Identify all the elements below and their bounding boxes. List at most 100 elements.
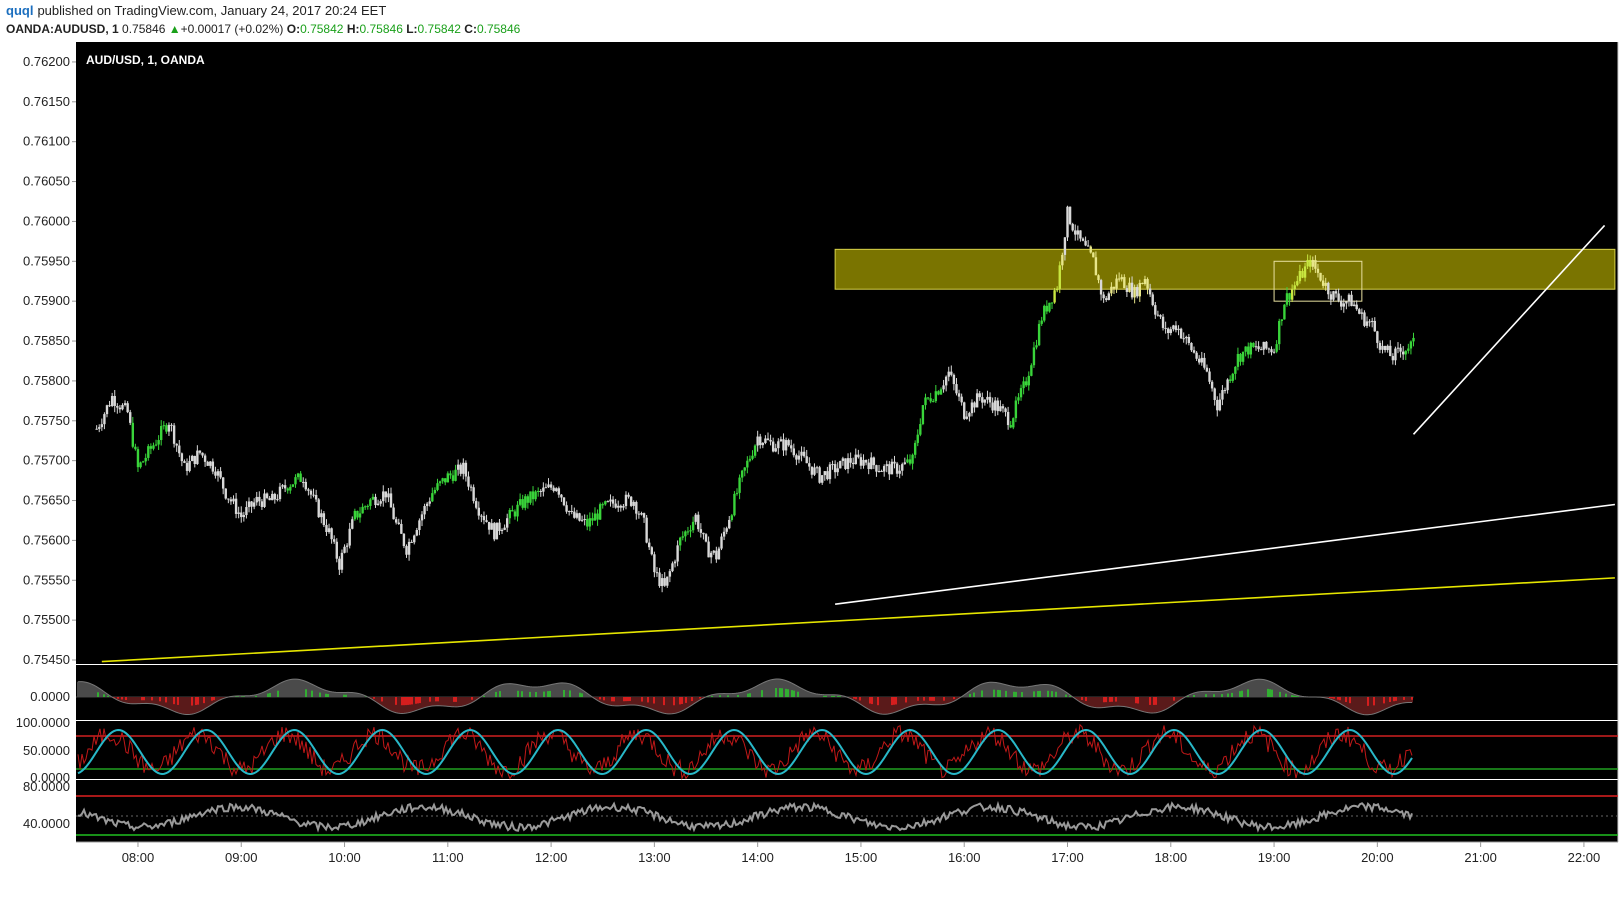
candle-body [407, 541, 411, 555]
candle-body [645, 517, 648, 543]
y-tick-label: 0.75950 [23, 253, 70, 268]
candle-body [1301, 270, 1304, 278]
candle-body [361, 506, 364, 514]
author-link[interactable]: quql [6, 3, 34, 18]
x-tick-label: 08:00 [122, 850, 155, 865]
candle-body [1309, 259, 1312, 267]
candle-body [913, 442, 917, 455]
candle-body [549, 484, 553, 488]
candle-body [149, 446, 153, 449]
candle-body [1006, 411, 1010, 426]
candle-body [1226, 379, 1229, 391]
rsi-pane[interactable] [76, 780, 1618, 842]
candle-body [255, 496, 258, 503]
candle-body [170, 424, 173, 426]
candle-body [302, 481, 305, 483]
candle-body [513, 511, 517, 517]
candle-body [1136, 287, 1139, 297]
y-tick-label: 0.76200 [23, 54, 70, 69]
close-value: 0.75846 [476, 22, 521, 36]
candle-body [196, 450, 199, 464]
candle-body [1032, 347, 1036, 366]
candle-body [973, 402, 976, 408]
candle-body [144, 457, 147, 462]
candle-body [648, 542, 651, 548]
candle-body [209, 461, 212, 466]
candle-body [511, 510, 514, 512]
candle-body [598, 504, 602, 520]
candle-body [1169, 329, 1172, 334]
candle-body [957, 393, 961, 397]
candle-body [1319, 272, 1322, 281]
candle-body [903, 462, 907, 465]
x-tick-label: 12:00 [535, 850, 568, 865]
candle-body [751, 455, 754, 459]
chart-title: AUD/USD, 1, OANDA [86, 53, 205, 67]
candle-body [1280, 319, 1284, 321]
y-tick-label: 0.75900 [23, 293, 70, 308]
candle-body [405, 546, 408, 555]
candle-body [632, 501, 635, 506]
y-tick-label: 0.76000 [23, 213, 70, 228]
candle-body [273, 493, 277, 500]
candle-body [673, 561, 677, 564]
candle-body [790, 445, 793, 449]
rsi-line [77, 800, 1413, 833]
candle-body [864, 459, 868, 463]
candle-body [464, 462, 468, 477]
candle-body [1213, 388, 1216, 400]
candle-body [1236, 353, 1240, 367]
y-tick-label: 0.75800 [23, 373, 70, 388]
candle-body [983, 399, 987, 403]
candle-body [1347, 294, 1351, 302]
candle-body [622, 505, 625, 508]
candle-body [180, 453, 184, 462]
candle-body [562, 497, 566, 506]
price-chart[interactable]: 0.76200 0.76150 0.76100 0.76050 0.76000 0.759… [0, 42, 1623, 902]
candle-body [529, 491, 532, 503]
candle-body [141, 461, 145, 463]
candle-body [1262, 341, 1265, 350]
candle-body [441, 478, 444, 482]
main-pane[interactable] [76, 42, 1618, 664]
candle-body [224, 488, 227, 499]
candle-body [810, 466, 814, 475]
candle-body [410, 541, 413, 543]
candle-body [129, 412, 132, 423]
low-value: 0.75842 [417, 22, 461, 36]
candle-body [531, 491, 535, 500]
candle-body [1079, 230, 1082, 239]
candle-body [524, 496, 527, 508]
y-tick-label: 0.76150 [23, 94, 70, 109]
candle-body [666, 576, 669, 586]
candle-body [1089, 246, 1092, 253]
indicator-axis-label: 0.0000 [30, 689, 70, 704]
candle-body [544, 487, 548, 489]
candle-body [697, 514, 700, 530]
candle-body [1014, 400, 1018, 419]
candle-body [162, 425, 165, 427]
candle-body [1381, 345, 1384, 350]
candle-body [431, 493, 434, 502]
chart-area[interactable]: 0.76200 0.76150 0.76100 0.76050 0.76000 0.759… [0, 42, 1623, 902]
candle-body [1239, 353, 1242, 362]
candle-body [702, 532, 705, 535]
candle-body [299, 473, 302, 482]
candle-body [325, 525, 328, 532]
candle-body [503, 527, 506, 530]
candle-body [1012, 418, 1015, 428]
candle-body [413, 535, 416, 543]
symbol-label[interactable]: OANDA:AUDUSD, 1 [6, 22, 119, 36]
candle-body [134, 446, 137, 450]
candle-body [1249, 342, 1253, 355]
candle-body [348, 528, 351, 546]
candle-body [518, 499, 522, 505]
candle-body [942, 385, 945, 390]
candle-body [640, 513, 643, 515]
candle-body [247, 501, 251, 508]
candle-body [469, 486, 473, 488]
candle-body [147, 446, 150, 458]
candle-body [1303, 266, 1307, 278]
candle-body [859, 457, 863, 466]
candle-body [1327, 282, 1330, 295]
